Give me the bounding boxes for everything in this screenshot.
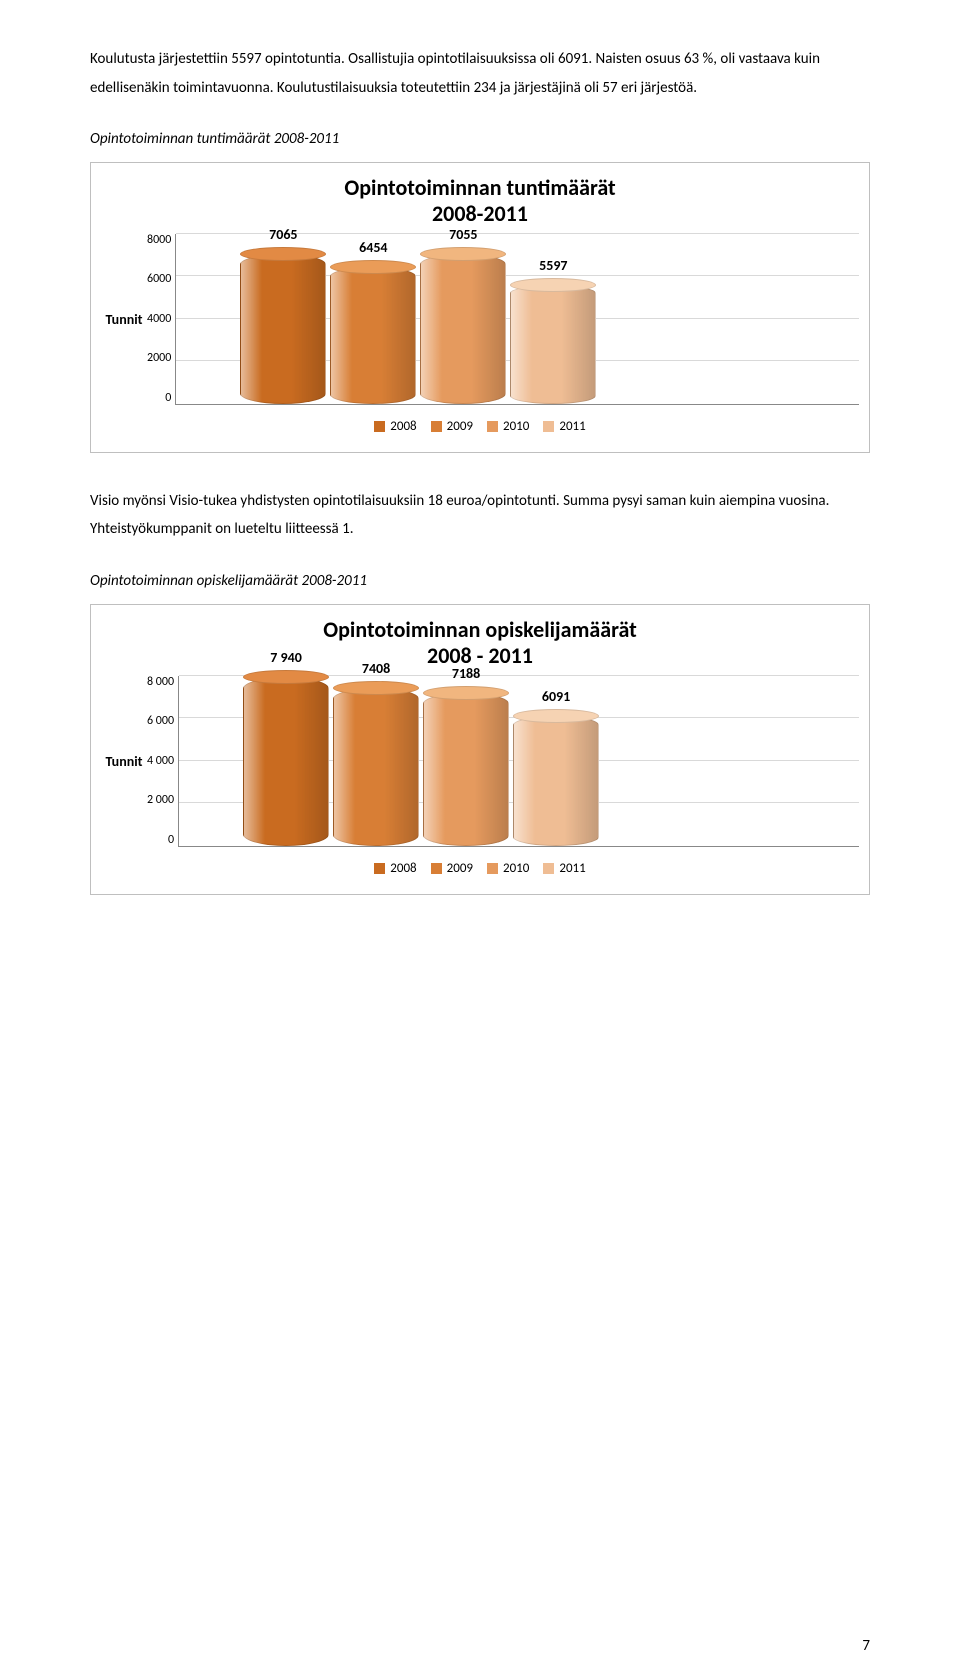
y-tick: 2000 <box>147 352 171 364</box>
y-tick: 8000 <box>147 234 171 246</box>
paragraph-2: Visio myönsi Visio-tukea yhdistysten opi… <box>90 487 870 544</box>
legend-swatch <box>374 421 385 432</box>
paragraph-1: Koulutusta järjestettiin 5597 opintotunt… <box>90 45 870 102</box>
legend-label: 2009 <box>447 419 473 434</box>
bar-top <box>510 278 596 292</box>
legend-label: 2011 <box>559 861 585 876</box>
bar-label: 7408 <box>333 660 419 677</box>
legend-swatch <box>431 863 442 874</box>
chart1-title-line2: 2008-2011 <box>101 201 859 227</box>
bar-label: 7065 <box>240 226 326 243</box>
legend-item-2009: 2009 <box>431 861 473 876</box>
y-tick: 6000 <box>147 273 171 285</box>
legend-label: 2008 <box>390 861 416 876</box>
legend-label: 2008 <box>390 419 416 434</box>
y-tick: 8 000 <box>147 676 174 688</box>
bar-face <box>333 688 419 845</box>
chart2-plot: Tunnit 8 000 6 000 4 000 2 000 0 7 940740871… <box>101 676 859 847</box>
y-tick: 2 000 <box>147 794 174 806</box>
chart2-title-line1: Opintotoiminnan opiskelijamäärät <box>101 617 859 643</box>
bar-label: 6091 <box>513 688 599 705</box>
chart2-caption: Opintotoiminnan opiskelijamäärät 2008-20… <box>90 572 870 590</box>
bar-label: 7 940 <box>243 649 329 666</box>
legend-item-2011: 2011 <box>543 861 585 876</box>
legend-item-2010: 2010 <box>487 419 529 434</box>
y-tick: 4 000 <box>147 755 174 767</box>
bar-2010: 7188 <box>423 693 509 846</box>
chart2-legend: 2008 2009 2010 2011 <box>101 861 859 876</box>
y-tick: 6 000 <box>147 715 174 727</box>
y-tick: 4000 <box>147 313 171 325</box>
bar-face <box>243 677 329 846</box>
bar-face <box>423 693 509 846</box>
chart-2: Opintotoiminnan opiskelijamäärät 2008 - … <box>90 604 870 895</box>
bar-2009: 7408 <box>333 688 419 845</box>
bar-2011: 5597 <box>510 285 596 404</box>
chart1-yticks: 8000 6000 4000 2000 0 <box>147 234 175 404</box>
legend-label: 2011 <box>559 419 585 434</box>
legend-swatch <box>374 863 385 874</box>
legend-item-2011: 2011 <box>543 419 585 434</box>
legend-item-2010: 2010 <box>487 861 529 876</box>
bar-2009: 6454 <box>330 267 416 404</box>
legend-label: 2010 <box>503 861 529 876</box>
chart1-plot: Tunnit 8000 6000 4000 2000 0 706564547055559… <box>101 234 859 405</box>
bar-label: 7188 <box>423 665 509 682</box>
legend-label: 2009 <box>447 861 473 876</box>
chart1-caption: Opintotoiminnan tuntimäärät 2008-2011 <box>90 130 870 148</box>
bar-2011: 6091 <box>513 716 599 845</box>
bar-face <box>510 285 596 404</box>
y-tick: 0 <box>165 392 171 404</box>
chart1-legend: 2008 2009 2010 2011 <box>101 419 859 434</box>
bar-2008: 7065 <box>240 254 326 404</box>
bar-top <box>240 247 326 261</box>
legend-swatch <box>487 863 498 874</box>
bar-top <box>330 260 416 274</box>
bar-2010: 7055 <box>420 254 506 404</box>
legend-label: 2010 <box>503 419 529 434</box>
legend-item-2009: 2009 <box>431 419 473 434</box>
bar-top <box>420 247 506 261</box>
bar-top <box>423 686 509 700</box>
chart2-title: Opintotoiminnan opiskelijamäärät 2008 - … <box>101 617 859 670</box>
bar-face <box>420 254 506 404</box>
bar-label: 6454 <box>330 239 416 256</box>
bar-top <box>243 670 329 684</box>
legend-item-2008: 2008 <box>374 861 416 876</box>
chart-1: Opintotoiminnan tuntimäärät 2008-2011 Tu… <box>90 162 870 453</box>
chart1-ylabel: Tunnit <box>105 311 142 328</box>
chart2-ylabel: Tunnit <box>105 753 142 770</box>
chart2-yticks: 8 000 6 000 4 000 2 000 0 <box>147 676 178 846</box>
legend-swatch <box>487 421 498 432</box>
chart1-title-line1: Opintotoiminnan tuntimäärät <box>101 175 859 201</box>
legend-swatch <box>543 863 554 874</box>
legend-swatch <box>431 421 442 432</box>
legend-item-2008: 2008 <box>374 419 416 434</box>
page-number: 7 <box>862 1637 870 1655</box>
bar-face <box>513 716 599 845</box>
bar-label: 5597 <box>510 257 596 274</box>
bar-2008: 7 940 <box>243 677 329 846</box>
bar-face <box>330 267 416 404</box>
chart1-inner: 7065645470555597 <box>175 234 859 405</box>
bar-label: 7055 <box>420 226 506 243</box>
y-tick: 0 <box>168 834 174 846</box>
chart1-title: Opintotoiminnan tuntimäärät 2008-2011 <box>101 175 859 228</box>
bar-face <box>240 254 326 404</box>
legend-swatch <box>543 421 554 432</box>
chart2-inner: 7 940740871886091 <box>178 676 859 847</box>
